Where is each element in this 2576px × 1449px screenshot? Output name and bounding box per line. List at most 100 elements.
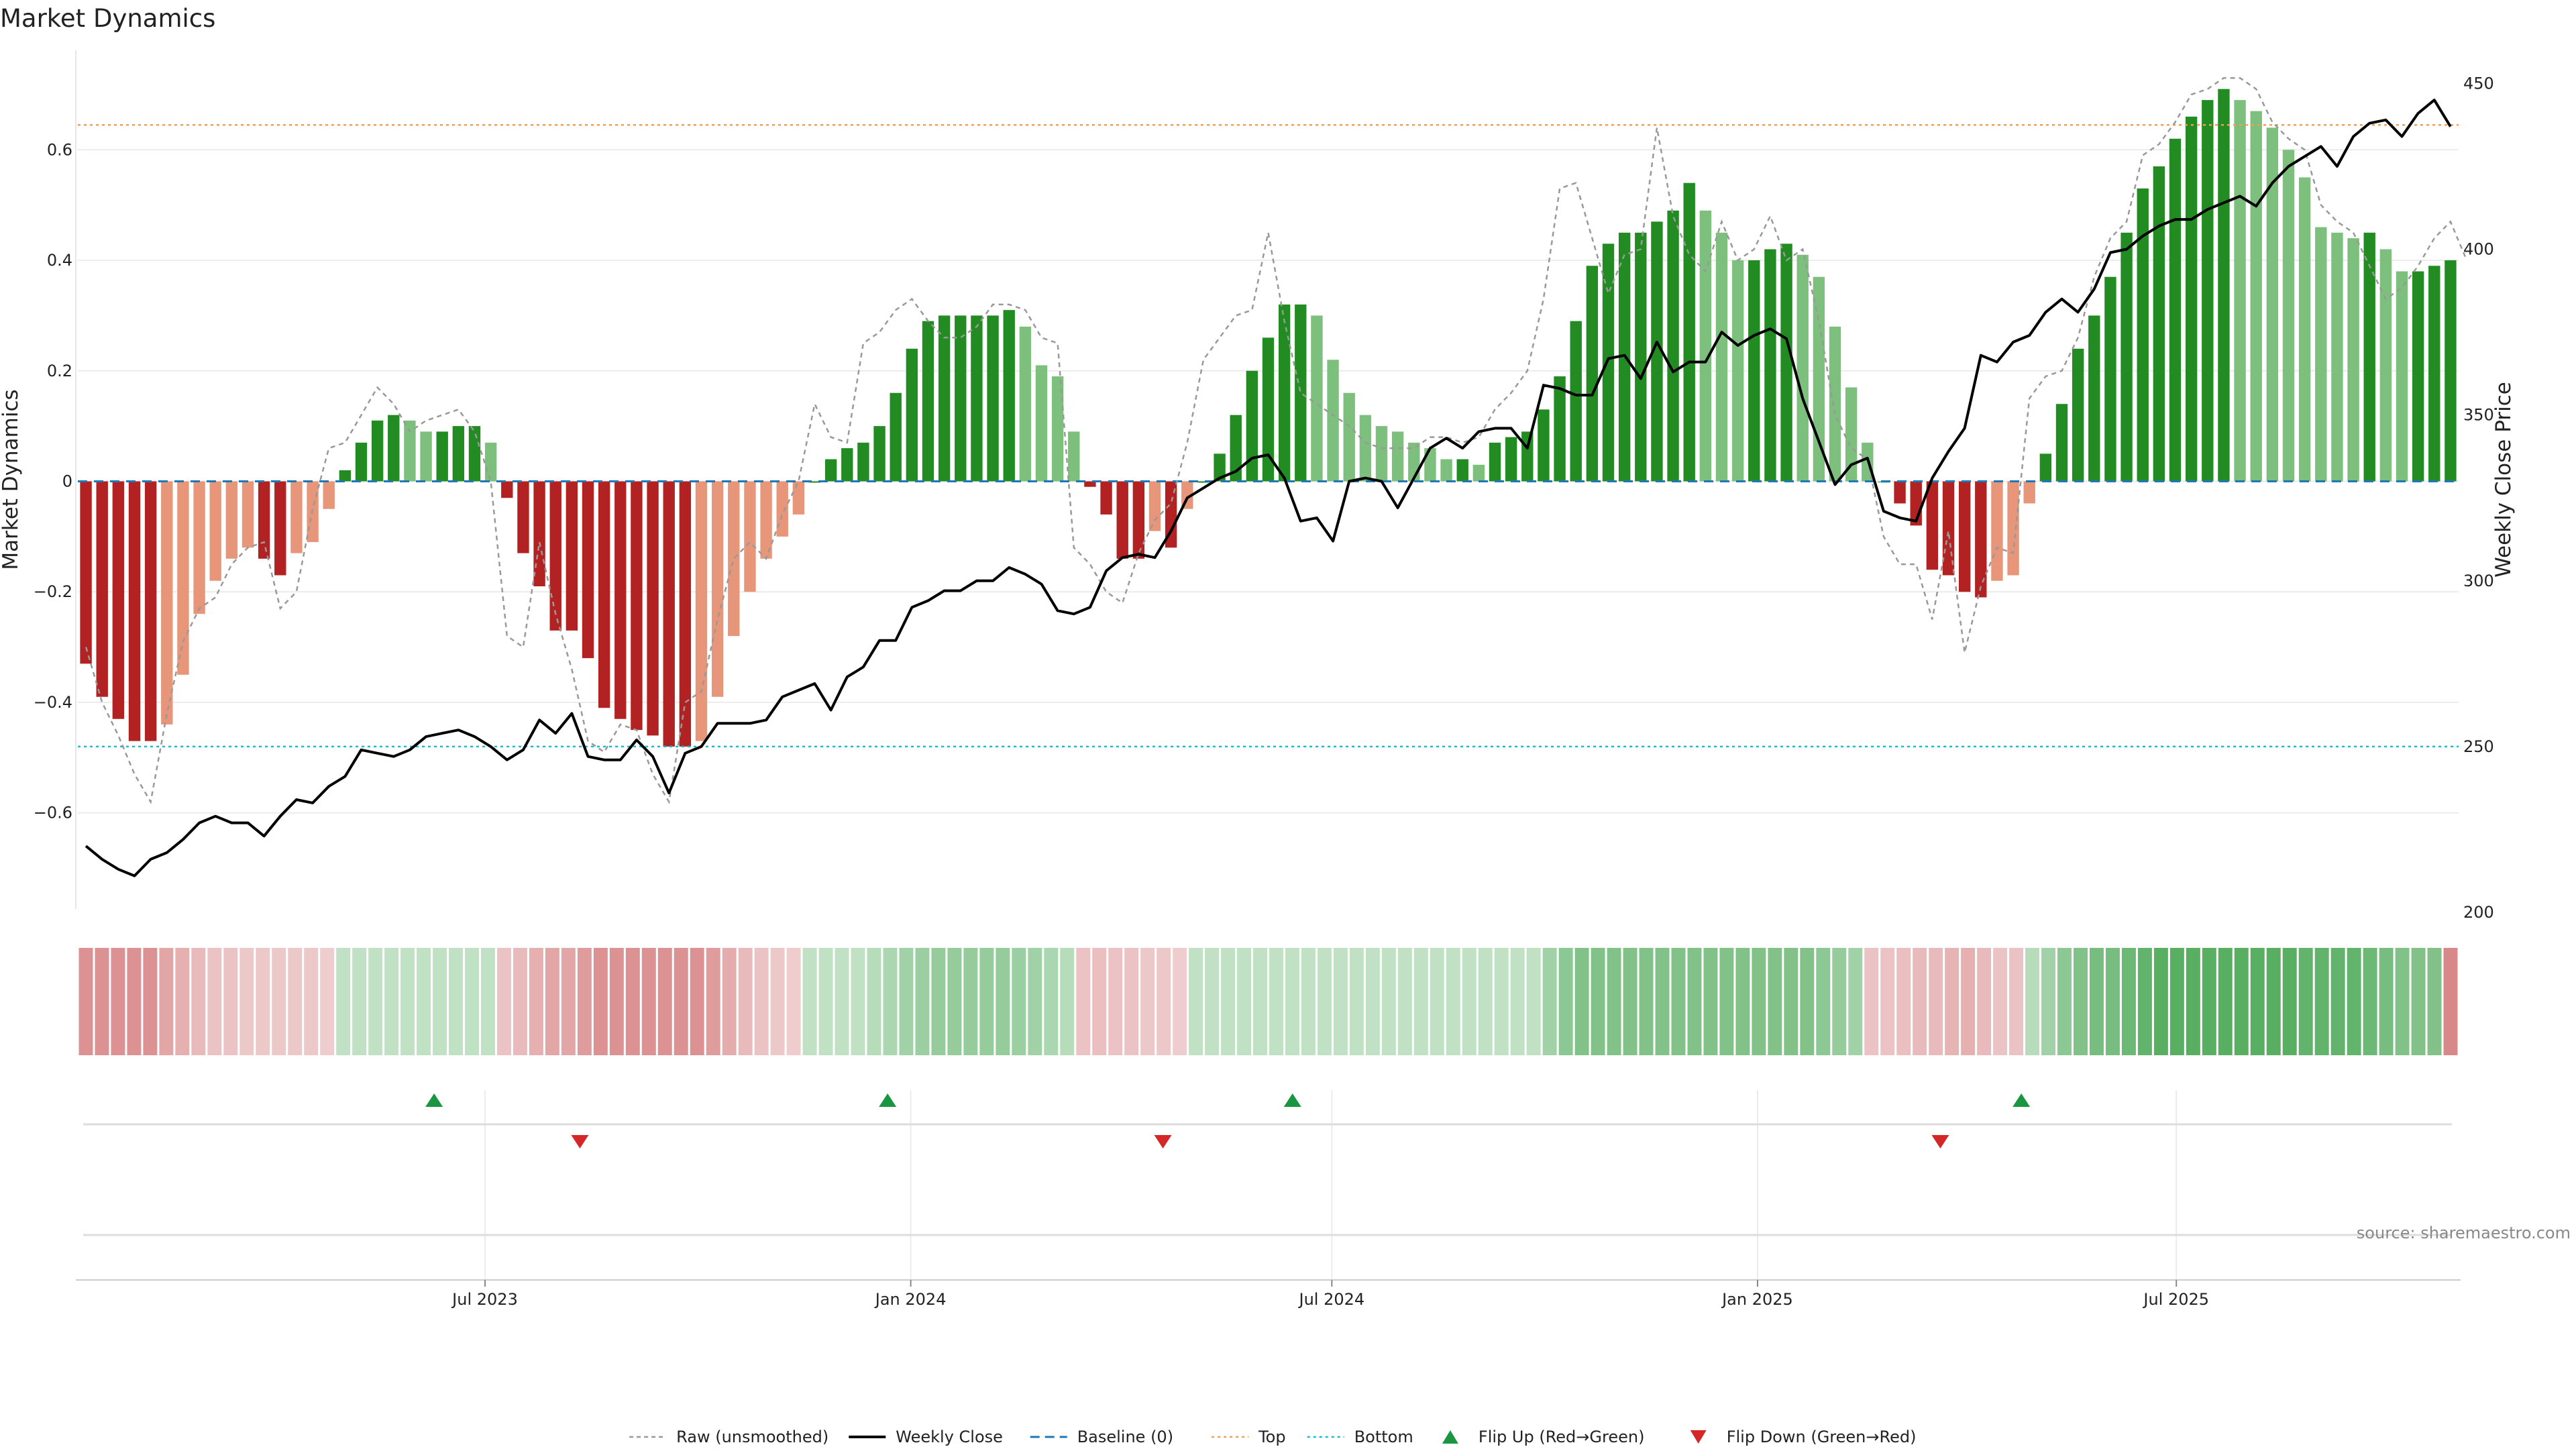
heat-strip-cell <box>1140 948 1155 1055</box>
heat-strip-cell <box>1623 948 1638 1055</box>
heat-strip-cell <box>2330 948 2345 1055</box>
heat-strip-cell <box>1945 948 1960 1055</box>
heat-strip-cell <box>1494 948 1509 1055</box>
bar <box>631 481 643 731</box>
bar <box>2266 127 2279 482</box>
heat-strip-cell <box>2169 948 2184 1055</box>
legend-label: Bottom <box>1354 1428 1413 1446</box>
heat-strip-cell <box>449 948 464 1055</box>
bar <box>80 481 92 664</box>
bar <box>1311 315 1323 482</box>
heat-strip-cell <box>1012 948 1026 1055</box>
bar <box>1975 481 1987 598</box>
weekly-close-line <box>85 99 2452 877</box>
bar <box>339 470 352 482</box>
bar <box>1295 304 1307 482</box>
bar <box>614 481 627 719</box>
heat-strip-cell <box>2137 948 2152 1055</box>
bar <box>2331 232 2343 482</box>
heat-strip-cell <box>1237 948 1252 1055</box>
heat-strip-cell <box>143 948 158 1055</box>
bar <box>355 442 368 482</box>
bar <box>2072 348 2084 482</box>
bar <box>647 481 659 736</box>
heat-strip-cell <box>207 948 222 1055</box>
bar <box>1748 260 1760 482</box>
heat-strip-cell <box>1044 948 1059 1055</box>
flip-down-marker <box>571 1135 589 1148</box>
bar <box>760 481 772 559</box>
bar <box>906 348 918 482</box>
heat-strip-cell <box>1157 948 1171 1055</box>
bar <box>1521 431 1534 482</box>
heat-strip <box>78 948 2458 1055</box>
bar <box>2396 271 2408 482</box>
legend-label: Baseline (0) <box>1077 1428 1173 1446</box>
bar <box>193 481 205 614</box>
bar <box>922 321 934 482</box>
flip-up-marker <box>879 1093 897 1107</box>
heat-strip-cell <box>2057 948 2072 1055</box>
heat-strip-cell <box>1542 948 1557 1055</box>
bar <box>323 481 335 509</box>
heat-strip-cell <box>1269 948 1283 1055</box>
heat-strip-cell <box>1478 948 1493 1055</box>
bar <box>1489 442 1501 482</box>
bar <box>1424 448 1436 482</box>
heat-strip-cell <box>2379 948 2394 1055</box>
heat-strip-cell <box>1591 948 1605 1055</box>
bar <box>1391 431 1404 482</box>
heat-strip-cell <box>641 948 656 1055</box>
heat-strip-cell <box>368 948 383 1055</box>
bar <box>1278 304 1291 482</box>
heat-strip-cell <box>1060 948 1075 1055</box>
x-tick-label: Jan 2024 <box>874 1290 947 1309</box>
y-tick-right: 350 <box>2463 406 2494 425</box>
heat-strip-cell <box>239 948 254 1055</box>
bar <box>2347 238 2359 482</box>
heat-strip-cell <box>2443 948 2458 1055</box>
heat-strip-cell <box>593 948 608 1055</box>
y-tick-right: 200 <box>2463 903 2494 922</box>
bar <box>468 426 481 482</box>
heat-strip-cell <box>1462 948 1477 1055</box>
bar <box>1019 326 1032 482</box>
legend-label: Weekly Close <box>896 1428 1003 1446</box>
bar <box>1780 244 1792 482</box>
legend-label: Raw (unsmoothed) <box>676 1428 828 1446</box>
heat-strip-cell <box>433 948 447 1055</box>
legend-item-close: Weekly Close <box>849 1428 1003 1446</box>
flip-up-marker <box>1283 1093 1301 1107</box>
heat-strip-cell <box>159 948 174 1055</box>
bar <box>663 481 675 747</box>
bar <box>1683 182 1695 482</box>
bar <box>2185 116 2198 482</box>
heat-strip-cell <box>1124 948 1139 1055</box>
bar <box>2169 138 2182 482</box>
bar <box>177 481 189 675</box>
legend: Raw (unsmoothed) Weekly Close Baseline (0)… <box>629 1428 1916 1446</box>
bar <box>1538 409 1550 482</box>
bar <box>388 415 400 482</box>
bar <box>144 481 157 741</box>
bar <box>744 481 756 592</box>
heat-strip-cell <box>738 948 753 1055</box>
heat-strip-cell <box>1719 948 1734 1055</box>
heat-strip-cell <box>1413 948 1428 1055</box>
bar <box>1084 481 1096 487</box>
heat-strip-cell <box>1446 948 1460 1055</box>
heat-strip-cell <box>400 948 415 1055</box>
heat-strip-cell <box>786 948 801 1055</box>
bar <box>582 481 594 659</box>
series-lines <box>85 76 2468 877</box>
bar <box>1651 221 1663 482</box>
bar <box>2202 100 2214 482</box>
heat-strip-cell <box>2298 948 2313 1055</box>
heat-strip-cell <box>304 948 319 1055</box>
flip-up-marker <box>2012 1093 2031 1107</box>
heat-strip-cell <box>706 948 720 1055</box>
heat-strip-cell <box>223 948 238 1055</box>
bar <box>1375 426 1388 482</box>
heat-strip-cell <box>1076 948 1091 1055</box>
legend-item-flipup: Flip Up (Red→Green) <box>1442 1428 1644 1446</box>
